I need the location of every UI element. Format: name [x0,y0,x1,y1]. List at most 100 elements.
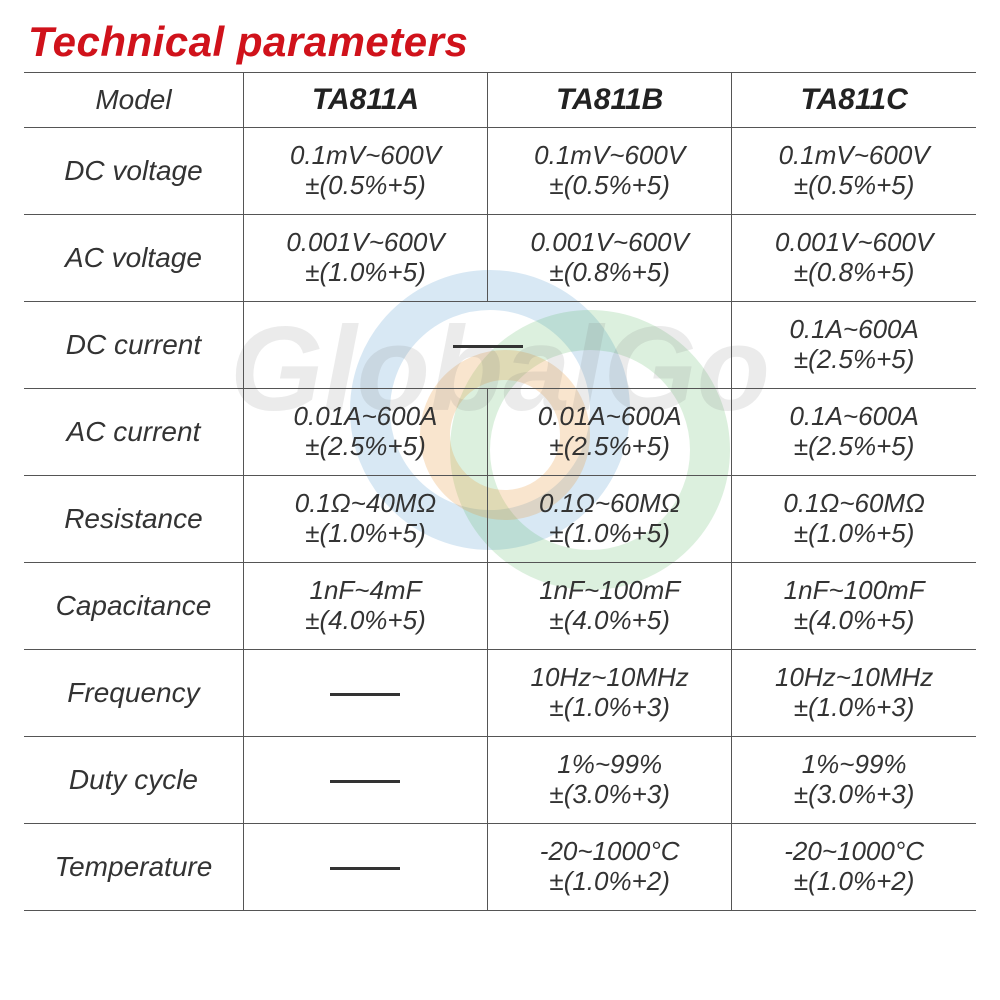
spec-range: 0.1mV~600V [779,141,930,171]
spec-cell-content: 1nF~100mF±(4.0%+5) [488,563,731,649]
spec-cell-content: 0.1A~600A±(2.5%+5) [732,302,976,388]
spec-cell: 0.1mV~600V±(0.5%+5) [488,128,732,215]
spec-cell: 10Hz~10MHz±(1.0%+3) [488,650,732,737]
spec-cell-content: 1%~99%±(3.0%+3) [488,737,731,823]
spec-accuracy: ±(3.0%+3) [794,780,915,810]
spec-cell-content: 0.1Ω~40MΩ±(1.0%+5) [244,476,487,562]
header-model-c: TA811C [732,73,976,128]
spec-cell-content: 0.01A~600A±(2.5%+5) [488,389,731,475]
spec-range: -20~1000°C [540,837,680,867]
spec-accuracy: ±(0.8%+5) [794,258,915,288]
param-label: Resistance [24,476,243,563]
spec-cell-content: 1nF~100mF±(4.0%+5) [732,563,976,649]
spec-range: 0.1Ω~40MΩ [295,489,436,519]
spec-cell [243,737,487,824]
spec-cell: 0.01A~600A±(2.5%+5) [488,389,732,476]
spec-cell: 0.1Ω~40MΩ±(1.0%+5) [243,476,487,563]
table-row: Duty cycle1%~99%±(3.0%+3)1%~99%±(3.0%+3) [24,737,976,824]
param-label: AC voltage [24,215,243,302]
spec-cell-content: 0.01A~600A±(2.5%+5) [244,389,487,475]
spec-accuracy: ±(0.5%+5) [305,171,426,201]
spec-cell-content: 10Hz~10MHz±(1.0%+3) [488,650,731,736]
table-body: DC voltage0.1mV~600V±(0.5%+5)0.1mV~600V±… [24,128,976,911]
spec-range: 0.01A~600A [538,402,682,432]
spec-range: 10Hz~10MHz [531,663,689,693]
spec-cell-content: 0.1mV~600V±(0.5%+5) [244,128,487,214]
spec-accuracy: ±(1.0%+3) [794,693,915,723]
spec-accuracy: ±(0.5%+5) [549,171,670,201]
spec-accuracy: ±(4.0%+5) [549,606,670,636]
spec-accuracy: ±(0.8%+5) [549,258,670,288]
spec-range: 0.1Ω~60MΩ [539,489,680,519]
param-label: DC current [24,302,243,389]
spec-cell-content: 10Hz~10MHz±(1.0%+3) [732,650,976,736]
spec-cell: 1%~99%±(3.0%+3) [488,737,732,824]
dash-icon [330,780,400,783]
param-label: Temperature [24,824,243,911]
table-row: Temperature-20~1000°C±(1.0%+2)-20~1000°C… [24,824,976,911]
spec-accuracy: ±(4.0%+5) [794,606,915,636]
spec-cell: 0.001V~600V±(0.8%+5) [732,215,976,302]
header-model-label: Model [24,73,243,128]
spec-range: 1%~99% [802,750,907,780]
spec-cell: 0.1A~600A±(2.5%+5) [732,302,976,389]
table-row: DC voltage0.1mV~600V±(0.5%+5)0.1mV~600V±… [24,128,976,215]
spec-cell: 10Hz~10MHz±(1.0%+3) [732,650,976,737]
spec-cell-content: 1%~99%±(3.0%+3) [732,737,976,823]
spec-cell: -20~1000°C±(1.0%+2) [732,824,976,911]
spec-accuracy: ±(1.0%+2) [549,867,670,897]
spec-cell: 1nF~100mF±(4.0%+5) [488,563,732,650]
spec-cell: 0.1Ω~60MΩ±(1.0%+5) [732,476,976,563]
spec-cell-content: -20~1000°C±(1.0%+2) [732,824,976,910]
spec-range: 1nF~100mF [539,576,680,606]
spec-range: 1nF~4mF [309,576,421,606]
spec-range: 0.01A~600A [294,402,438,432]
spec-cell: 0.01A~600A±(2.5%+5) [243,389,487,476]
spec-cell-content [244,302,731,388]
spec-cell: -20~1000°C±(1.0%+2) [488,824,732,911]
spec-accuracy: ±(2.5%+5) [549,432,670,462]
param-label: AC current [24,389,243,476]
spec-cell-content: 1nF~4mF±(4.0%+5) [244,563,487,649]
spec-table: Model TA811A TA811B TA811C DC voltage0.1… [24,72,976,911]
spec-cell: 0.1mV~600V±(0.5%+5) [243,128,487,215]
table-row: Resistance0.1Ω~40MΩ±(1.0%+5)0.1Ω~60MΩ±(1… [24,476,976,563]
spec-range: 0.001V~600V [531,228,689,258]
spec-cell-content: 0.001V~600V±(0.8%+5) [732,215,976,301]
dash-icon [330,867,400,870]
spec-accuracy: ±(1.0%+3) [549,693,670,723]
spec-accuracy: ±(0.5%+5) [794,171,915,201]
header-model-a: TA811A [243,73,487,128]
spec-cell: 0.1mV~600V±(0.5%+5) [732,128,976,215]
spec-accuracy: ±(2.5%+5) [794,432,915,462]
page: Technical parameters GlobalGo Model TA81… [0,0,1000,1000]
spec-cell-content: 0.1mV~600V±(0.5%+5) [732,128,976,214]
table-header-row: Model TA811A TA811B TA811C [24,73,976,128]
spec-range: 0.1mV~600V [290,141,441,171]
spec-range: -20~1000°C [784,837,924,867]
spec-range: 0.001V~600V [286,228,444,258]
spec-cell [243,302,731,389]
spec-accuracy: ±(1.0%+5) [549,519,670,549]
spec-range: 1nF~100mF [784,576,925,606]
table-row: AC current0.01A~600A±(2.5%+5)0.01A~600A±… [24,389,976,476]
spec-range: 10Hz~10MHz [775,663,933,693]
spec-range: 0.1mV~600V [534,141,685,171]
spec-cell-content: 0.001V~600V±(0.8%+5) [488,215,731,301]
spec-range: 0.1A~600A [789,402,918,432]
spec-cell: 1nF~4mF±(4.0%+5) [243,563,487,650]
header-model-b: TA811B [488,73,732,128]
spec-range: 0.1A~600A [789,315,918,345]
spec-cell: 1%~99%±(3.0%+3) [732,737,976,824]
spec-cell-content [244,824,487,910]
param-label: Capacitance [24,563,243,650]
param-label: Frequency [24,650,243,737]
spec-accuracy: ±(4.0%+5) [305,606,426,636]
spec-accuracy: ±(1.0%+5) [305,519,426,549]
spec-range: 0.1Ω~60MΩ [783,489,924,519]
dash-icon [453,345,523,348]
spec-cell-content: 0.001V~600V±(1.0%+5) [244,215,487,301]
spec-cell: 1nF~100mF±(4.0%+5) [732,563,976,650]
spec-cell-content: -20~1000°C±(1.0%+2) [488,824,731,910]
spec-cell-content: 0.1A~600A±(2.5%+5) [732,389,976,475]
